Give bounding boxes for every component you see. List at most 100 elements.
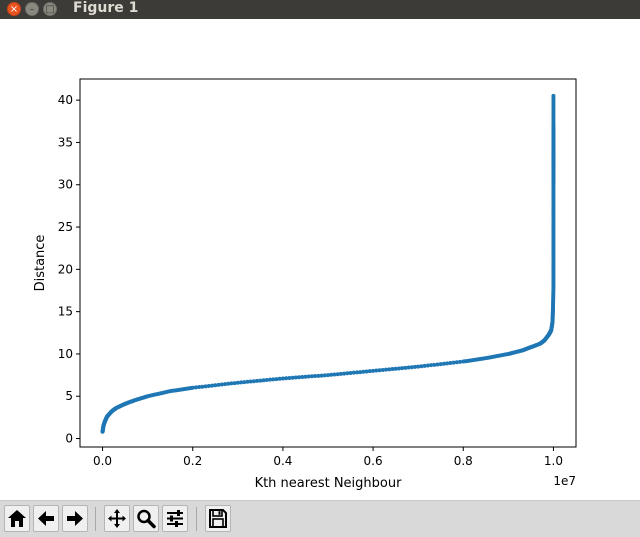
y-tick-label: 25	[58, 220, 73, 234]
data-point	[345, 371, 350, 376]
plot-area	[79, 78, 577, 448]
data-point	[219, 382, 224, 387]
data-point	[425, 363, 430, 368]
zoom-button[interactable]	[133, 505, 159, 532]
x-tick-label: 0.0	[93, 454, 112, 468]
y-axis-label: Distance	[33, 235, 48, 292]
back-button[interactable]	[33, 505, 59, 532]
data-point	[435, 362, 440, 367]
data-point	[222, 382, 227, 387]
y-axis-ticks: 0 5 10 15 20 25 30 35 40	[58, 93, 80, 446]
data-point	[351, 370, 356, 375]
figure-canvas[interactable]: 0.0 0.2 0.4 0.6 0.8 1.0 0 5 10 15 20 25 30 35 40 Kth …	[0, 19, 640, 500]
configure-subplots-button[interactable]	[162, 505, 188, 532]
data-point	[268, 377, 273, 382]
data-point	[396, 366, 401, 371]
data-point	[255, 378, 260, 383]
data-point	[451, 360, 456, 365]
data-point	[271, 377, 276, 382]
navigation-toolbar	[0, 500, 640, 537]
home-button[interactable]	[4, 505, 30, 532]
data-point	[300, 375, 305, 380]
sliders-icon	[167, 510, 183, 527]
x-tick-label: 0.2	[183, 454, 202, 468]
y-tick-label: 40	[58, 93, 73, 107]
data-point	[409, 365, 414, 370]
data-point	[361, 369, 366, 374]
data-point	[210, 383, 215, 388]
data-point	[338, 371, 343, 376]
data-point	[206, 383, 211, 388]
data-point	[239, 380, 244, 385]
data-point	[354, 370, 359, 375]
data-point	[197, 385, 202, 390]
data-point	[400, 366, 405, 371]
data-point	[213, 383, 218, 388]
x-tick-label: 1.0	[544, 454, 563, 468]
data-point	[387, 367, 392, 372]
data-point	[216, 382, 221, 387]
data-point	[193, 385, 198, 390]
data-point	[445, 361, 450, 366]
data-point	[383, 367, 388, 372]
data-point	[248, 379, 253, 384]
window-title: Figure 1	[73, 0, 139, 16]
data-point	[329, 372, 334, 377]
data-point	[422, 363, 427, 368]
toolbar-separator	[196, 507, 197, 531]
pan-button[interactable]	[104, 505, 130, 532]
magnifier-icon	[137, 509, 156, 529]
data-point	[242, 380, 247, 385]
y-tick-label: 10	[58, 347, 73, 361]
data-point	[374, 368, 379, 373]
data-point	[303, 374, 308, 379]
save-button[interactable]	[205, 505, 231, 532]
data-point	[261, 378, 266, 383]
x-axis-offset-label: 1e7	[553, 474, 576, 488]
data-point	[297, 375, 302, 380]
x-axis-ticks: 0.0 0.2 0.4 0.6 0.8 1.0	[93, 447, 563, 468]
data-point	[441, 361, 446, 366]
data-point	[190, 385, 195, 390]
y-tick-label: 30	[58, 178, 73, 192]
data-point	[367, 369, 372, 374]
home-icon	[8, 510, 26, 527]
x-axis-label: Kth nearest Neighbour	[255, 476, 403, 491]
data-point	[229, 381, 234, 386]
data-point	[393, 366, 398, 371]
arrow-left-icon	[38, 511, 54, 526]
data-point	[358, 370, 363, 375]
data-point	[432, 362, 437, 367]
data-point	[454, 360, 459, 365]
data-point	[280, 376, 285, 381]
x-tick-label: 0.4	[273, 454, 292, 468]
scatter-chart: 0.0 0.2 0.4 0.6 0.8 1.0 0 5 10 15 20 25 30 35 40 Kth …	[33, 78, 577, 491]
minimize-window-button[interactable]: –	[25, 2, 39, 16]
data-point	[377, 368, 382, 373]
move-icon	[108, 509, 126, 528]
scatter-points	[100, 93, 556, 434]
data-point	[306, 374, 311, 379]
maximize-window-button[interactable]: □	[43, 2, 57, 16]
data-point	[319, 373, 324, 378]
data-point	[284, 376, 289, 381]
y-tick-label: 15	[58, 305, 73, 319]
data-point	[232, 381, 237, 386]
data-point	[316, 373, 321, 378]
x-tick-label: 0.8	[454, 454, 473, 468]
data-point	[419, 364, 424, 369]
data-point	[226, 381, 231, 386]
close-window-button[interactable]: ×	[7, 2, 21, 16]
data-point	[200, 384, 205, 389]
data-point	[326, 373, 330, 378]
forward-button[interactable]	[62, 505, 88, 532]
data-point	[403, 365, 408, 370]
data-point	[448, 361, 453, 366]
arrow-right-icon	[67, 511, 83, 526]
data-point	[342, 371, 347, 376]
data-point	[287, 375, 292, 380]
data-point	[429, 363, 434, 368]
y-tick-label: 0	[65, 432, 73, 446]
data-point	[332, 372, 337, 377]
window-titlebar: × – □ Figure 1	[0, 0, 640, 19]
